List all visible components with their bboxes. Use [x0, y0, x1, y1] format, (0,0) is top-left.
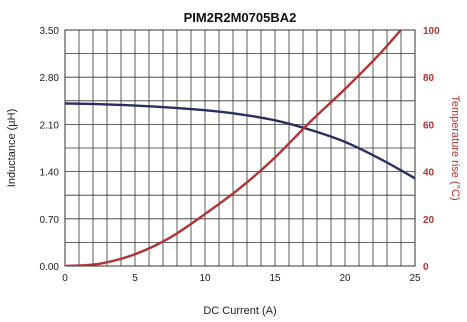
left-y-tick-label: 3.50	[40, 26, 60, 37]
x-tick-label: 10	[199, 273, 211, 284]
right-y-tick-label: 20	[423, 215, 435, 226]
right-y-tick-label: 60	[423, 120, 435, 131]
right-y-tick-label: 80	[423, 73, 435, 84]
chart-title: PIM2R2M0705BA2	[184, 10, 297, 25]
left-y-tick-label: 2.80	[40, 73, 60, 84]
x-tick-label: 15	[269, 273, 281, 284]
inductance-line	[65, 102, 415, 180]
left-y-tick-label: 1.40	[40, 168, 60, 179]
right-y-tick-labels: 0 20 40 60 80 100	[423, 26, 440, 273]
right-y-axis-label: Temperature rise (°C)	[449, 95, 461, 200]
left-y-tick-label: 0.00	[40, 262, 60, 273]
right-y-tick-label: 0	[423, 262, 429, 273]
plot-frame	[64, 29, 416, 267]
left-y-tick-label: 0.70	[40, 215, 60, 226]
left-y-axis-label: Inductance (µH)	[6, 109, 18, 187]
right-y-tick-label: 100	[423, 26, 440, 37]
x-tick-label: 0	[62, 273, 68, 284]
x-axis-label: DC Current (A)	[203, 305, 276, 317]
x-tick-labels: 0 5 10 15 20 25	[62, 273, 421, 284]
temperature-rise-line	[65, 30, 403, 266]
x-tick-label: 20	[339, 273, 351, 284]
left-y-tick-label: 2.10	[40, 120, 60, 131]
series-layer	[65, 30, 415, 266]
grid	[65, 30, 415, 266]
x-tick-label: 25	[409, 273, 421, 284]
right-y-tick-label: 40	[423, 168, 435, 179]
left-y-tick-labels: 0.00 0.70 1.40 2.10 2.80 3.50	[40, 26, 60, 273]
x-tick-label: 5	[132, 273, 138, 284]
